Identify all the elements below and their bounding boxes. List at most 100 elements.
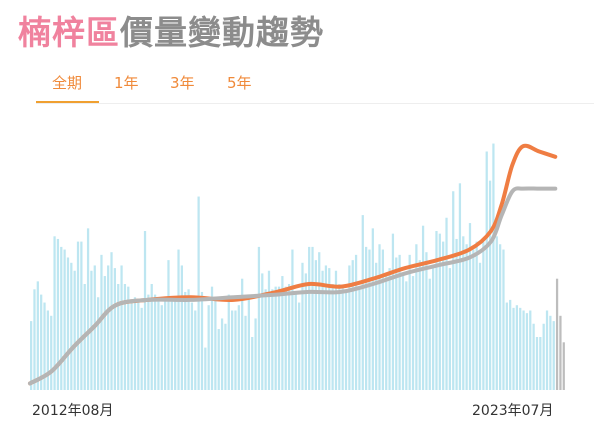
volume-bar [204, 347, 207, 390]
volume-bar [358, 286, 361, 390]
volume-bar [505, 302, 508, 390]
volume-bar [53, 236, 56, 390]
volume-bar [354, 254, 358, 390]
volume-bar [194, 310, 197, 390]
volume-bar [40, 294, 43, 390]
volume-bar [227, 294, 230, 390]
volume-bar [532, 323, 535, 390]
volume-bar [281, 276, 284, 390]
volume-bar [545, 310, 549, 390]
volume-bar [552, 321, 555, 390]
volume-bar [66, 257, 70, 390]
volume-bar [63, 249, 66, 390]
volume-bar [519, 307, 522, 390]
volume-bar [257, 246, 261, 390]
volume-bar [458, 183, 462, 390]
volume-bar [408, 254, 411, 390]
volume-bar [100, 254, 103, 390]
tab-all-period[interactable]: 全期 [52, 74, 83, 92]
tab-1-year[interactable]: 1年 [114, 74, 139, 92]
volume-bar [465, 244, 468, 390]
volume-bar [344, 291, 348, 390]
volume-bar-partial [555, 278, 559, 390]
volume-bar [150, 284, 153, 390]
volume-bar [308, 246, 311, 390]
trend-line [28, 186, 558, 386]
volume-bar [398, 254, 401, 390]
volume-bar [103, 276, 106, 390]
volume-bar [542, 323, 545, 390]
volume-bar [36, 281, 39, 390]
volume-bar [113, 268, 116, 390]
volume-bar [33, 289, 36, 390]
volume-bar [187, 289, 190, 390]
volume-bar [351, 260, 354, 390]
volume-bar [271, 289, 274, 390]
tab-5-years[interactable]: 5年 [227, 74, 252, 92]
volume-bar [127, 286, 130, 390]
volume-bar [157, 297, 160, 390]
volume-bar [214, 299, 217, 390]
volume-bar [525, 313, 529, 390]
volume-bar [432, 268, 435, 390]
volume-bar [234, 310, 237, 390]
volume-bar [177, 249, 180, 390]
volume-bar [143, 231, 147, 390]
volume-bar [361, 215, 364, 390]
tab-3-years[interactable]: 3年 [170, 74, 195, 92]
volume-bar [287, 284, 291, 390]
volume-bar [311, 246, 314, 390]
volume-bar [468, 223, 472, 390]
volume-bar [415, 244, 418, 390]
volume-bar [502, 249, 505, 390]
volume-bar [210, 286, 214, 390]
volume-bar [385, 276, 388, 390]
volume-bar-partial [562, 342, 565, 390]
volume-bar [294, 291, 297, 390]
volume-bar [445, 217, 448, 390]
volume-bar [70, 262, 73, 390]
volume-bar [318, 252, 321, 390]
volume-bar [515, 305, 518, 390]
volume-bar [314, 260, 317, 390]
volume-bar [539, 337, 542, 390]
volume-bar [241, 278, 244, 390]
volume-bar [170, 299, 173, 390]
volume-bar [264, 289, 267, 390]
volume-bar [197, 196, 200, 390]
volume-bar [375, 262, 378, 390]
volume-bar [254, 318, 257, 390]
volume-bar [46, 310, 49, 390]
volume-bar [207, 305, 210, 390]
volume-bar [304, 273, 307, 390]
volume-bar [509, 299, 512, 390]
volume-bar [535, 337, 539, 390]
volume-bar [421, 225, 425, 390]
volume-bar [522, 310, 525, 390]
volume-bar [428, 278, 431, 390]
page-title: 楠梓區價量變動趨勢 [18, 6, 324, 54]
volume-bar [73, 270, 76, 390]
volume-bar [284, 286, 287, 390]
x-axis-end-label: 2023年07月 [472, 403, 554, 419]
volume-bar [220, 318, 224, 390]
volume-bar [110, 252, 113, 390]
volume-bar [529, 310, 532, 390]
volume-bar [43, 302, 46, 390]
volume-bar [267, 270, 271, 390]
volume-bar [495, 236, 498, 390]
volume-bar [174, 299, 177, 390]
volume-bar [80, 241, 83, 390]
volume-bar [200, 291, 204, 390]
volume-bar [117, 284, 120, 390]
volume-bar [452, 191, 455, 390]
title-subject: 價量變動趨勢 [120, 13, 324, 52]
volume-bar [348, 265, 351, 390]
volume-bar [86, 228, 90, 390]
volume-bar [448, 268, 451, 390]
volume-bar [56, 238, 60, 390]
volume-bar [334, 270, 338, 390]
volume-bar [107, 265, 110, 390]
volume-bar [231, 310, 234, 390]
volume-bar [50, 315, 53, 390]
